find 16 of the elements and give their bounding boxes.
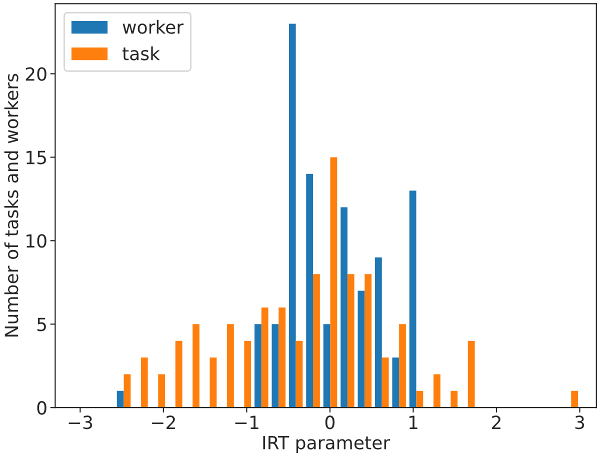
x-tick-label: −1	[235, 416, 258, 429]
x-tick-label: 0	[325, 416, 335, 430]
legend-label: worker	[122, 20, 184, 34]
y-tick-label: 20	[26, 67, 46, 81]
x-axis-title: IRT parameter	[263, 436, 390, 453]
x-tick-label: −2	[152, 416, 175, 429]
y-tick-label: 5	[37, 318, 46, 332]
x-tick-label: 3	[575, 416, 584, 430]
x-tick-label: 2	[492, 416, 500, 429]
y-tick-label: 10	[26, 234, 46, 248]
y-tick-label: 15	[26, 150, 46, 164]
x-tick-label: 1	[409, 416, 418, 429]
x-tick-label: −3	[68, 416, 92, 430]
legend-label: task	[122, 46, 160, 60]
y-axis-title: Number of tasks and workers	[4, 74, 18, 336]
y-tick-label: 0	[37, 401, 46, 415]
